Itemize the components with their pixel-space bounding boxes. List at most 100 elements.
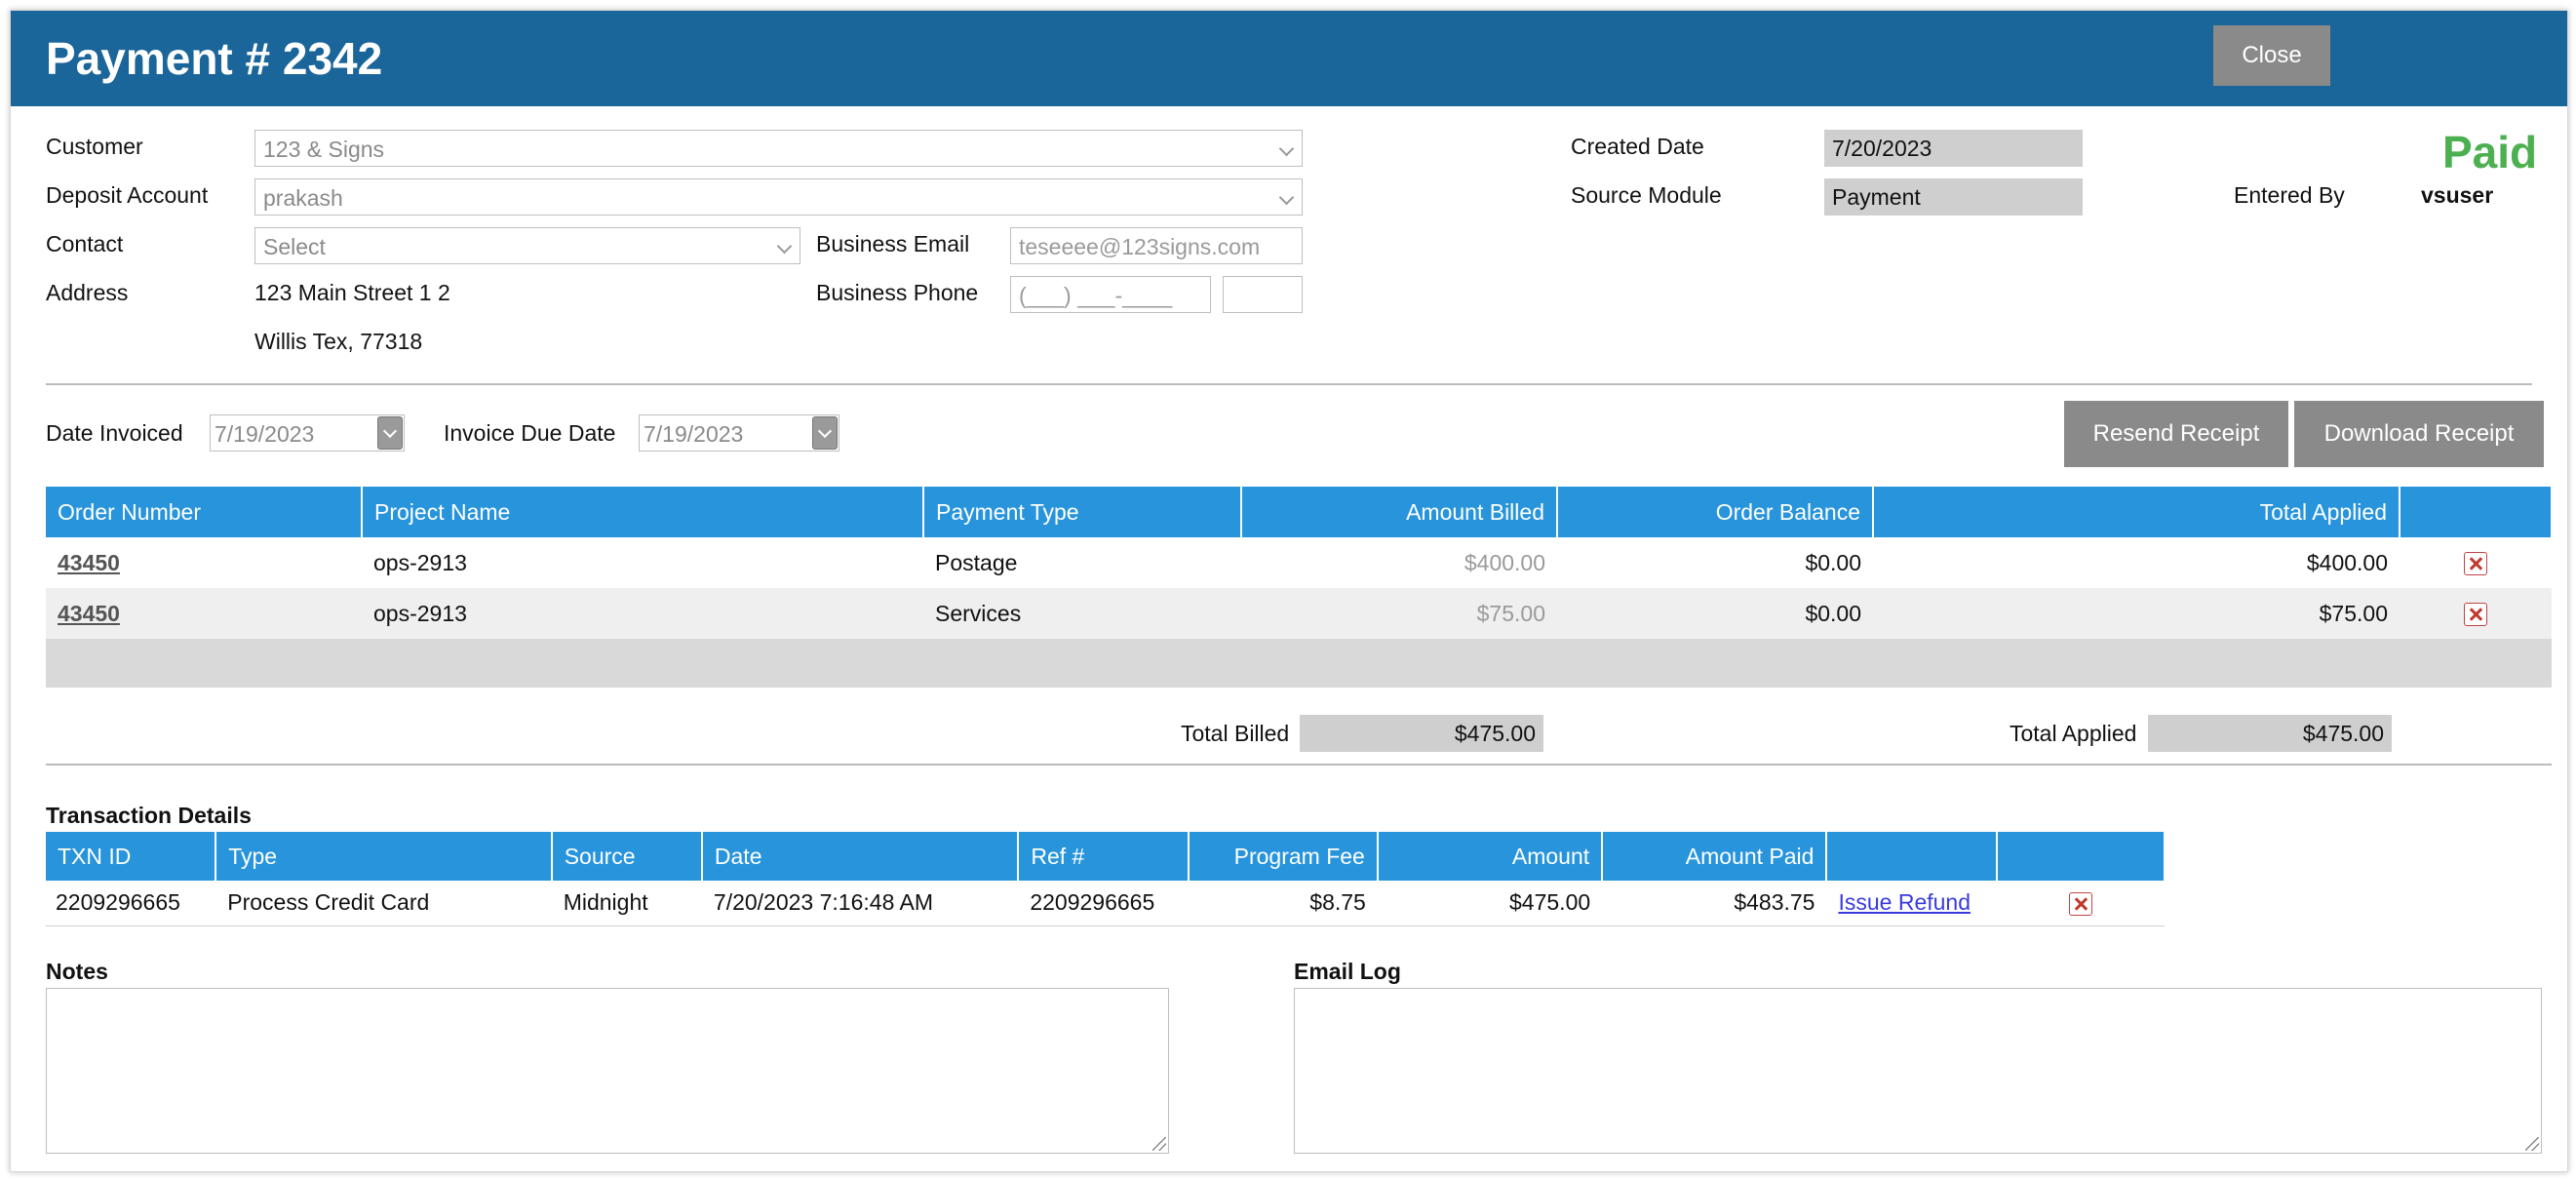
business-email-label: Business Email xyxy=(816,231,970,256)
business-email-input[interactable]: teseeee@123signs.com xyxy=(1010,227,1303,264)
column-header: Payment Type xyxy=(923,487,1242,537)
delete-icon[interactable] xyxy=(2464,552,2487,576)
amount-billed-cell: $400.00 xyxy=(1464,549,1545,575)
table-row: 43450 ops-2913 Postage $400.00 $0.00 $40… xyxy=(46,537,2552,588)
close-button[interactable]: Close xyxy=(2213,25,2330,86)
invoice-due-date-value: 7/19/2023 xyxy=(644,421,744,447)
chevron-down-icon xyxy=(776,238,793,255)
column-header: Total Applied xyxy=(1873,487,2400,537)
column-header: Order Number xyxy=(46,487,363,537)
invoice-due-date-label: Invoice Due Date xyxy=(444,420,616,446)
order-number-link[interactable]: 43450 xyxy=(58,600,120,626)
entered-by-value: vsuser xyxy=(2421,182,2494,208)
column-header xyxy=(1996,832,2166,881)
business-phone-input[interactable]: (___) ___-____ xyxy=(1010,276,1211,313)
txn-source-cell: Midnight xyxy=(563,889,648,916)
txn-ref-cell: 2209296665 xyxy=(1030,889,1155,916)
order-number-link[interactable]: 43450 xyxy=(58,549,120,575)
project-name-cell: ops-2913 xyxy=(373,549,467,575)
column-header: TXN ID xyxy=(46,832,217,881)
address-line-1: 123 Main Street 1 2 xyxy=(254,280,450,305)
created-date-value: 7/20/2023 xyxy=(1824,130,2083,167)
transactions-header-row: TXN ID Type Source Date Ref # Program Fe… xyxy=(46,832,2166,881)
contact-value: Select xyxy=(263,234,326,259)
delete-icon[interactable] xyxy=(2464,603,2487,627)
txn-date-cell: 7/20/2023 7:16:48 AM xyxy=(713,889,933,916)
phone-extension-input[interactable] xyxy=(1223,276,1303,313)
column-header: Type xyxy=(215,832,553,881)
invoice-due-date-input[interactable]: 7/19/2023 xyxy=(639,414,839,452)
column-header: Project Name xyxy=(362,487,924,537)
column-header: Amount xyxy=(1377,832,1604,881)
invoice-due-date-picker-button[interactable] xyxy=(812,416,838,450)
deposit-account-value: prakash xyxy=(263,185,343,211)
deposit-account-label: Deposit Account xyxy=(46,182,209,208)
resize-grip-icon[interactable] xyxy=(2525,1137,2539,1151)
customer-select[interactable]: 123 & Signs xyxy=(254,130,1303,167)
amount-billed-cell: $75.00 xyxy=(1476,600,1545,626)
email-log-textarea[interactable] xyxy=(1294,988,2542,1154)
column-header: Order Balance xyxy=(1557,487,1874,537)
transaction-details-title: Transaction Details xyxy=(46,803,252,828)
chevron-down-icon xyxy=(1278,140,1295,157)
email-log-label: Email Log xyxy=(1294,959,1401,984)
total-billed-label: Total Billed xyxy=(1181,721,1290,746)
total-billed-value: $475.00 xyxy=(1300,715,1543,752)
project-name-cell: ops-2913 xyxy=(373,600,467,626)
transactions-table: TXN ID Type Source Date Ref # Program Fe… xyxy=(46,832,2166,926)
customer-value: 123 & Signs xyxy=(263,137,385,162)
column-header: Ref # xyxy=(1018,832,1190,881)
total-applied-cell: $75.00 xyxy=(2319,600,2388,626)
table-footer-row xyxy=(46,639,2552,688)
date-invoiced-label: Date Invoiced xyxy=(46,420,183,446)
created-date-label: Created Date xyxy=(1571,134,1704,159)
resend-receipt-button[interactable]: Resend Receipt xyxy=(2064,401,2288,467)
payment-modal: Payment # 2342 Close Customer 123 & Sign… xyxy=(10,10,2568,1172)
orders-header-row: Order Number Project Name Payment Type A… xyxy=(46,487,2553,537)
contact-select[interactable]: Select xyxy=(254,227,800,264)
column-header: Program Fee xyxy=(1188,832,1379,881)
entered-by-label: Entered By xyxy=(2234,182,2345,208)
page-title: Payment # 2342 xyxy=(46,33,383,84)
chevron-down-icon xyxy=(817,423,833,439)
column-header xyxy=(2400,487,2553,537)
chevron-down-icon xyxy=(1278,189,1295,206)
payment-type-cell: Services xyxy=(935,600,1022,626)
order-balance-cell: $0.00 xyxy=(1805,600,1861,626)
chevron-down-icon xyxy=(382,423,398,439)
delete-icon[interactable] xyxy=(2068,892,2092,917)
total-applied-label: Total Applied xyxy=(2010,721,2137,746)
download-receipt-button[interactable]: Download Receipt xyxy=(2294,401,2544,467)
column-header xyxy=(1826,832,1998,881)
order-balance-cell: $0.00 xyxy=(1805,549,1861,575)
total-applied-value: $475.00 xyxy=(2148,715,2392,752)
address-label: Address xyxy=(46,280,129,305)
amount-paid-cell: $483.75 xyxy=(1734,889,1815,916)
address-line-2: Willis Tex, 77318 xyxy=(254,329,423,354)
divider xyxy=(46,383,2532,385)
customer-label: Customer xyxy=(46,134,143,159)
notes-label: Notes xyxy=(46,959,108,984)
issue-refund-link[interactable]: Issue Refund xyxy=(1838,889,1971,916)
deposit-account-select[interactable]: prakash xyxy=(254,178,1303,216)
amount-cell: $475.00 xyxy=(1509,889,1591,916)
source-module-value: Payment xyxy=(1824,178,2083,216)
column-header: Source xyxy=(551,832,703,881)
table-row: 2209296665 Process Credit Card Midnight … xyxy=(46,881,2165,925)
date-invoiced-value: 7/19/2023 xyxy=(215,421,315,447)
column-header: Amount Billed xyxy=(1241,487,1558,537)
divider xyxy=(46,764,2552,766)
title-bar: Payment # 2342 Close xyxy=(11,11,2567,106)
resize-grip-icon[interactable] xyxy=(1152,1137,1166,1151)
date-invoiced-input[interactable]: 7/19/2023 xyxy=(210,414,405,452)
notes-textarea[interactable] xyxy=(46,988,1169,1154)
contact-label: Contact xyxy=(46,231,124,256)
column-header: Amount Paid xyxy=(1602,832,1828,881)
payment-type-cell: Postage xyxy=(935,549,1018,575)
date-invoiced-picker-button[interactable] xyxy=(377,416,403,450)
orders-table: Order Number Project Name Payment Type A… xyxy=(46,487,2553,688)
status-badge: Paid xyxy=(2442,127,2538,177)
program-fee-cell: $8.75 xyxy=(1309,889,1366,916)
total-applied-cell: $400.00 xyxy=(2306,549,2388,575)
column-header: Date xyxy=(701,832,1020,881)
